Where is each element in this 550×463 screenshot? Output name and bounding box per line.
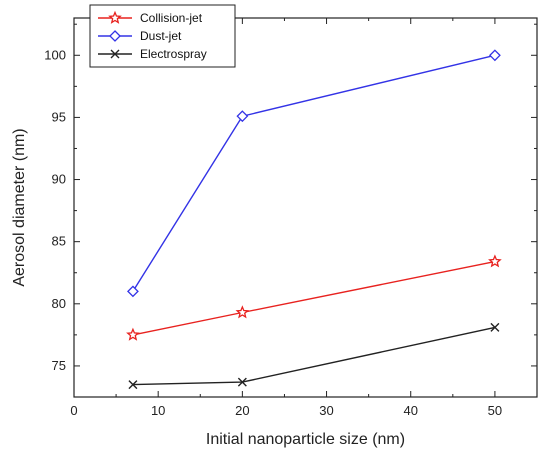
data-point-electrospray xyxy=(490,322,500,332)
data-point-collision-jet xyxy=(488,254,502,268)
y-axis-title: Aerosol diameter (nm) xyxy=(11,128,28,286)
legend-label: Collision-jet xyxy=(140,11,203,25)
x-tick-label: 50 xyxy=(488,403,502,418)
data-point-dust-jet xyxy=(127,285,139,298)
axes: 0 10 20 30 40 50 75 80 85 90 95 100 xyxy=(44,18,537,418)
legend: Collision-jet Dust-jet Electrospray xyxy=(89,4,236,68)
y-tick-label: 100 xyxy=(44,47,66,62)
y-tick-label: 90 xyxy=(52,172,66,187)
data-point-dust-jet xyxy=(488,49,501,62)
series-line-collision-jet xyxy=(132,260,496,336)
y-tick-label: 75 xyxy=(52,358,66,373)
data-point-electrospray xyxy=(237,377,247,387)
x-tick-label: 40 xyxy=(403,403,417,418)
data-point-electrospray xyxy=(128,380,138,390)
legend-marker xyxy=(110,49,120,59)
y-tick-label: 85 xyxy=(52,234,66,249)
plot-frame xyxy=(73,17,538,398)
y-tick-label: 80 xyxy=(52,296,66,311)
data-point-collision-jet xyxy=(126,327,140,341)
series-layer xyxy=(126,49,502,390)
x-tick-label: 30 xyxy=(319,403,333,418)
x-tick-label: 20 xyxy=(235,403,249,418)
y-tick-label: 95 xyxy=(52,109,66,124)
series-line-electrospray xyxy=(132,326,496,386)
x-axis-title: Initial nanoparticle size (nm) xyxy=(206,431,405,448)
x-tick-label: 0 xyxy=(70,403,77,418)
legend-marker xyxy=(109,30,121,42)
legend-label: Electrospray xyxy=(140,47,207,61)
x-tick-label: 10 xyxy=(151,403,165,418)
legend-marker xyxy=(108,10,122,24)
legend-label: Dust-jet xyxy=(140,29,182,43)
plot-area xyxy=(73,17,538,398)
series-line-dust-jet xyxy=(132,54,496,292)
data-point-dust-jet xyxy=(236,110,249,123)
data-point-collision-jet xyxy=(235,305,250,319)
